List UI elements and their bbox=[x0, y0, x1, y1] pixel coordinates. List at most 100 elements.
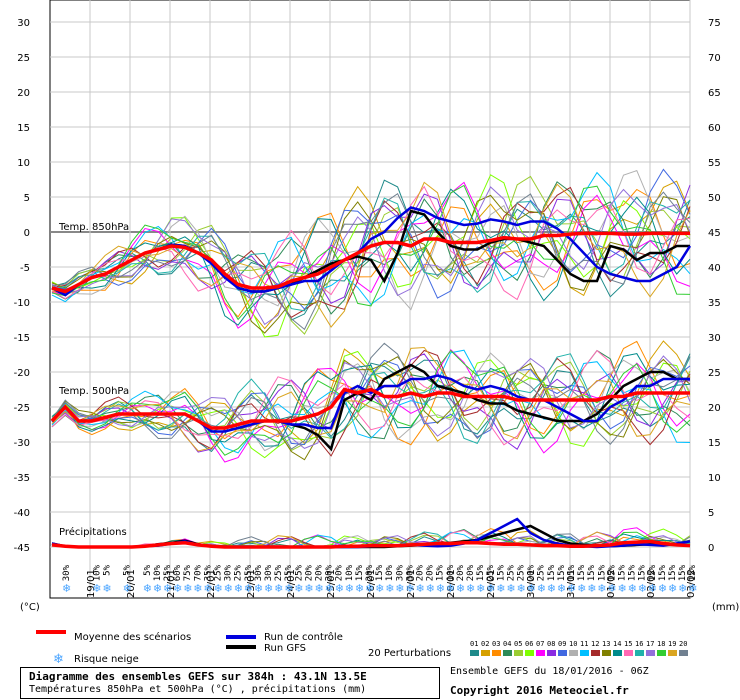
perturbation-legend-swatch bbox=[492, 650, 501, 656]
perturbation-t850-line bbox=[51, 184, 691, 321]
perturbation-t850-line bbox=[51, 191, 691, 331]
snow-icon: ❄ bbox=[274, 582, 283, 595]
perturbation-legend: 01 02 03 04 05 06 07 08 09 10 11 12 13 14 15 16 17 18 19 20 bbox=[470, 640, 688, 656]
snow-icon: ❄ bbox=[678, 582, 687, 595]
snow-icon: ❄ bbox=[607, 582, 616, 595]
left-tick-label: 25 bbox=[17, 53, 30, 64]
perturbation-t500-line bbox=[51, 355, 691, 449]
snow-risk-value: 15% bbox=[496, 564, 506, 581]
perturbation-legend-id: 11 bbox=[580, 640, 588, 648]
snow-icon: ❄ bbox=[476, 582, 485, 595]
snow-risk-value: 10% bbox=[92, 564, 102, 581]
snow-risk-value: 60% bbox=[173, 564, 183, 581]
snow-risk-value: 15% bbox=[638, 564, 648, 581]
snow-icon: ❄ bbox=[214, 582, 223, 595]
left-tick-label: -20 bbox=[14, 368, 30, 379]
right-tick-label: 75 bbox=[708, 18, 721, 29]
right-tick-label: 70 bbox=[708, 53, 721, 64]
snow-risk-value: 30% bbox=[264, 564, 274, 581]
left-axis-ticks: 30 25 20 15 10 5 0 -5 -10 -15 -20 -25 -30 -35 -40 -45 bbox=[14, 18, 30, 554]
snow-risk-value: 15% bbox=[577, 564, 587, 581]
snow-icon: ❄ bbox=[102, 582, 111, 595]
perturbation-legend-id: 12 bbox=[591, 640, 599, 648]
snow-icon: ❄ bbox=[496, 582, 505, 595]
snow-risk-value: 30% bbox=[224, 564, 234, 581]
snow-icon: ❄ bbox=[284, 582, 293, 595]
snow-risk-value: 15% bbox=[375, 564, 385, 581]
perturbation-legend-id: 09 bbox=[558, 640, 566, 648]
snow-icon: ❄ bbox=[62, 582, 71, 595]
perturbation-legend-id: 13 bbox=[602, 640, 610, 648]
date-label: 19/01 bbox=[86, 569, 97, 598]
snow-icon: ❄ bbox=[395, 582, 404, 595]
snow-risk-value: 15% bbox=[628, 564, 638, 581]
perturbation-t850-line bbox=[51, 168, 691, 310]
left-tick-label: 0 bbox=[24, 228, 30, 239]
snow-icon: ❄ bbox=[648, 582, 657, 595]
snow-risk-value: 15% bbox=[648, 564, 658, 581]
perturbation-legend-swatch bbox=[558, 650, 567, 656]
snow-icon: ❄ bbox=[385, 582, 394, 595]
left-tick-label: -10 bbox=[14, 298, 30, 309]
legend-snow-icon: ❄ bbox=[53, 652, 64, 667]
right-tick-label: 35 bbox=[708, 298, 721, 309]
perturbation-t500-line bbox=[51, 349, 691, 454]
snow-risk-value: 15% bbox=[355, 564, 365, 581]
date-label: 23/01 bbox=[246, 569, 257, 598]
snow-risk-value: 30% bbox=[254, 564, 264, 581]
snow-icon: ❄ bbox=[416, 582, 425, 595]
snow-risk-value: 25% bbox=[234, 564, 244, 581]
snow-risk-value: 15% bbox=[678, 564, 688, 581]
perturbation-legend-id: 02 bbox=[481, 640, 489, 648]
snow-risk-value: 20% bbox=[325, 564, 335, 581]
perturbation-legend-swatch bbox=[503, 650, 512, 656]
snow-icon: ❄ bbox=[92, 582, 101, 595]
right-tick-label: 60 bbox=[708, 123, 721, 134]
snow-risk-value: 25% bbox=[294, 564, 304, 581]
snow-icon: ❄ bbox=[688, 582, 697, 595]
date-label: 29/01 bbox=[486, 569, 497, 598]
perturbation-legend-id: 19 bbox=[668, 640, 676, 648]
snow-icon: ❄ bbox=[264, 582, 273, 595]
snow-icon: ❄ bbox=[405, 582, 414, 595]
snow-risk-value: 20% bbox=[466, 564, 476, 581]
perturbation-legend-id: 03 bbox=[492, 640, 500, 648]
snow-icon: ❄ bbox=[466, 582, 475, 595]
snow-icon: ❄ bbox=[325, 582, 334, 595]
date-label: 02/02 bbox=[646, 569, 657, 598]
perturbation-legend-swatch bbox=[602, 650, 611, 656]
left-tick-label: 15 bbox=[17, 123, 30, 134]
left-tick-label: -35 bbox=[14, 473, 30, 484]
snow-icon: ❄ bbox=[183, 582, 192, 595]
snow-icon: ❄ bbox=[203, 582, 212, 595]
perturbation-legend-swatch bbox=[514, 650, 523, 656]
left-tick-label: -25 bbox=[14, 403, 30, 414]
left-tick-label: -45 bbox=[14, 543, 30, 554]
perturbation-legend-id: 20 bbox=[679, 640, 687, 648]
perturbation-legend-id: 06 bbox=[525, 640, 533, 648]
date-label: 01/02 bbox=[606, 569, 617, 598]
perturbation-legend-swatch bbox=[635, 650, 644, 656]
title-box: Diagramme des ensembles GEFS sur 384h : … bbox=[20, 667, 440, 699]
snow-icon: ❄ bbox=[304, 582, 313, 595]
right-axis-unit: (mm) bbox=[712, 602, 739, 613]
date-label: 27/01 bbox=[406, 569, 417, 598]
perturbation-legend-id: 10 bbox=[569, 640, 577, 648]
chart-subtitle: Températures 850hPa et 500hPa (°C) , pré… bbox=[29, 684, 367, 695]
perturbation-t500-line bbox=[51, 349, 691, 463]
snow-risk-value: 20% bbox=[456, 564, 466, 581]
date-label: 30/01 bbox=[526, 569, 537, 598]
snow-icon: ❄ bbox=[517, 582, 526, 595]
perturbation-legend-swatch bbox=[470, 650, 479, 656]
mean-t500-line bbox=[50, 387, 690, 430]
snow-risk-value: 15% bbox=[436, 564, 446, 581]
perturbation-legend-swatch bbox=[646, 650, 655, 656]
perturbation-t850-line bbox=[51, 188, 691, 326]
perturbation-t850-line bbox=[51, 181, 691, 329]
snow-risk-value: 30% bbox=[62, 564, 72, 581]
snow-risk-value: 20% bbox=[426, 564, 436, 581]
perturbation-legend-id: 01 bbox=[470, 640, 478, 648]
left-tick-label: -40 bbox=[14, 508, 30, 519]
snow-icon: ❄ bbox=[375, 582, 384, 595]
perturbation-legend-id: 16 bbox=[635, 640, 643, 648]
